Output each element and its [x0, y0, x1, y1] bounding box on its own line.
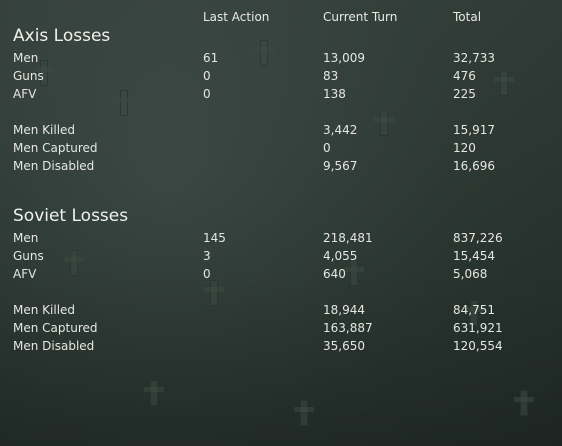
header-last-action: Last Action	[203, 10, 270, 24]
cross-icon	[464, 300, 484, 326]
axis-row-guns: Guns 0 83 476	[13, 69, 476, 83]
cross-icon	[34, 60, 54, 86]
header-total: Total	[453, 10, 482, 24]
cross-icon	[294, 400, 314, 426]
cross-icon	[374, 110, 394, 136]
cross-icon	[344, 260, 364, 286]
soviet-row-men-captured: Men Captured 163,887 631,921	[13, 321, 503, 335]
soviet-row-men-killed: Men Killed 18,944 84,751	[13, 303, 495, 317]
soviet-row-guns: Guns 3 4,055 15,454	[13, 249, 495, 263]
cross-icon	[64, 250, 84, 276]
cross-icon	[514, 390, 534, 416]
cross-icon	[494, 70, 514, 96]
axis-losses-title: Axis Losses	[13, 26, 111, 46]
cross-icon	[254, 40, 274, 66]
soviet-row-afv: AFV 0 640 5,068	[13, 267, 488, 281]
axis-row-men: Men 61 13,009 32,733	[13, 51, 495, 65]
cross-icon	[204, 280, 224, 306]
axis-row-afv: AFV 0 138 225	[13, 87, 476, 101]
header-current-turn: Current Turn	[323, 10, 398, 24]
cross-icon	[144, 380, 164, 406]
soviet-row-men: Men 145 218,481 837,226	[13, 231, 503, 245]
axis-row-men-killed: Men Killed 3,442 15,917	[13, 123, 495, 137]
soviet-losses-title: Soviet Losses	[13, 206, 129, 226]
cross-icon	[114, 90, 134, 116]
axis-row-men-disabled: Men Disabled 9,567 16,696	[13, 159, 495, 173]
soviet-row-men-disabled: Men Disabled 35,650 120,554	[13, 339, 503, 353]
axis-row-men-captured: Men Captured 0 120	[13, 141, 476, 155]
